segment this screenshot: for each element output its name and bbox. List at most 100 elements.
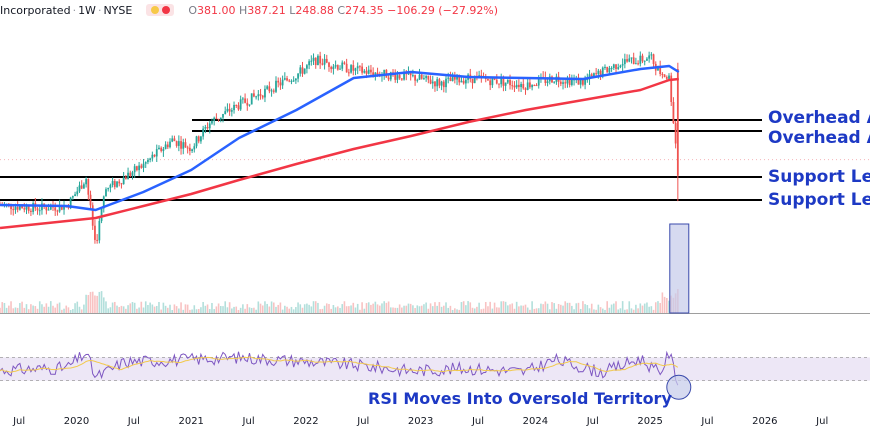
volume-bar <box>58 302 61 313</box>
candle-body <box>312 57 315 61</box>
candle-body <box>438 79 441 86</box>
volume-layer <box>0 289 870 314</box>
volume-bar <box>120 305 123 313</box>
candle-body <box>129 172 132 176</box>
volume-bar <box>83 304 85 313</box>
candle-body <box>334 65 337 67</box>
candle-body <box>513 85 516 88</box>
candle-body <box>171 138 174 142</box>
volume-bar <box>495 307 498 313</box>
candle-body <box>69 197 72 209</box>
volume-bar <box>491 308 494 313</box>
volume-bar <box>38 301 41 313</box>
volume-bar <box>292 309 295 313</box>
volume-bar <box>619 308 622 313</box>
volume-bar <box>160 309 162 313</box>
candle-body <box>584 79 587 85</box>
candle-body <box>471 78 474 84</box>
candle-body <box>646 58 648 61</box>
volume-bar <box>56 303 59 313</box>
candle-body <box>253 93 255 97</box>
candle-body <box>659 66 662 74</box>
candle-body <box>268 86 271 92</box>
volume-bar <box>504 301 507 313</box>
volume-bar <box>129 303 132 313</box>
volume-bar <box>343 301 346 313</box>
candle-body <box>71 196 74 198</box>
resistance-label-1: Overhead A <box>768 108 870 128</box>
candle-body <box>420 74 423 79</box>
candle-body <box>632 57 635 65</box>
volume-bar <box>275 306 277 313</box>
candle-body <box>431 81 434 84</box>
volume-bar <box>584 304 586 313</box>
volume-bar <box>460 302 463 313</box>
volume-bar <box>248 307 251 313</box>
candle-body <box>138 165 141 171</box>
candle-body <box>250 93 253 105</box>
x-axis-label: 2024 <box>523 416 548 427</box>
symbol-name[interactable]: Incorporated <box>0 3 71 17</box>
x-axis-label: 2026 <box>752 416 777 427</box>
volume-bar <box>5 307 8 313</box>
candle-body <box>581 79 584 85</box>
level-lines <box>0 119 870 201</box>
candle-body <box>25 206 28 210</box>
candle-body <box>387 77 390 80</box>
candle-body <box>586 79 589 81</box>
volume-bar <box>149 302 151 313</box>
candle-body <box>389 72 392 80</box>
candle-body <box>301 67 304 74</box>
candle-body <box>339 68 341 70</box>
volume-bar <box>197 308 200 313</box>
candle-body <box>261 95 264 98</box>
header-separator: · <box>72 3 77 17</box>
volume-bar <box>284 305 286 313</box>
volume-bar <box>3 302 6 313</box>
volume-bar <box>571 305 573 313</box>
volume-bar <box>334 307 337 313</box>
volume-bar <box>233 306 235 313</box>
volume-bar <box>401 307 403 313</box>
candle-body <box>365 70 368 74</box>
volume-bar <box>590 303 593 313</box>
volume-bar <box>599 307 602 313</box>
candle-body <box>228 108 231 112</box>
volume-bar <box>32 305 34 313</box>
volume-bar <box>469 302 472 313</box>
candle-body <box>641 55 644 62</box>
volume-bar <box>171 309 174 313</box>
market-status-icon[interactable] <box>146 4 175 16</box>
candle-body <box>195 136 198 147</box>
volume-bar <box>597 304 600 313</box>
candle-body <box>409 71 412 76</box>
candle-body <box>354 68 357 71</box>
volume-bar <box>325 303 328 313</box>
candle-body <box>144 162 147 164</box>
oversold-circle <box>666 374 692 400</box>
volume-bar <box>19 303 21 313</box>
candle-body <box>244 98 246 103</box>
volume-bar <box>586 305 589 313</box>
wave-icon <box>162 6 171 14</box>
candle-body <box>286 78 288 81</box>
interval-label[interactable]: 1W <box>78 3 96 17</box>
candle-body <box>643 60 646 62</box>
volume-bar <box>235 306 238 313</box>
volume-bar <box>542 304 544 313</box>
candle-body <box>672 102 675 124</box>
volume-bar <box>228 302 231 313</box>
rsi-band <box>0 357 870 381</box>
candle-body <box>206 127 209 129</box>
volume-bar <box>127 305 129 313</box>
volume-bar <box>306 303 308 313</box>
candle-body <box>283 78 286 80</box>
volume-bar <box>10 301 12 313</box>
volume-bar <box>337 306 339 313</box>
candle-body <box>597 70 600 75</box>
candle-body <box>105 189 107 197</box>
volume-bar <box>122 306 125 313</box>
candle-body <box>495 79 498 84</box>
